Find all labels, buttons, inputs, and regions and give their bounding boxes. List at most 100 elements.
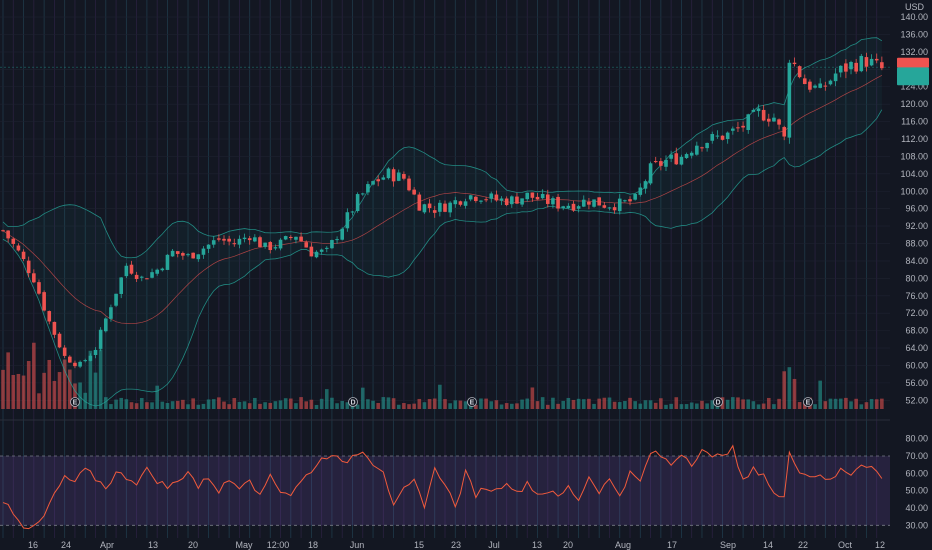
volume-bar [684,404,689,409]
time-tick-label: Oct [838,540,853,550]
candle-body [761,109,766,121]
volume-bar [247,403,252,409]
candle-body [16,245,21,251]
volume-bar [6,352,10,409]
candle-body [206,244,211,249]
price-axis[interactable]: 140.00136.00132.00128.00124.00120.00116.… [890,0,932,420]
volume-bar [412,403,416,409]
candle-body [402,174,406,179]
candle-body [360,193,365,195]
price-tick-label: 100.00 [900,186,928,196]
time-tick-label: 14 [763,540,773,550]
candle-body [489,193,494,199]
volume-bar [134,403,139,409]
candle-body [617,198,622,212]
event-marker-e [803,397,813,407]
candle-body [319,249,324,252]
candle-body [432,210,437,213]
candle-body [26,260,31,274]
volume-bar [26,360,31,409]
candle-body [294,236,298,240]
volume-bar [854,398,858,409]
volume-bar [633,401,637,409]
candle-body [746,114,751,130]
volume-bar [170,401,175,409]
candle-body [324,247,329,249]
volume-bar [201,403,206,409]
volume-bar [695,403,699,409]
candle-body [448,202,452,213]
volume-bar [83,392,88,409]
volume-bar [756,404,761,409]
candle-body [869,58,874,66]
rsi-axis[interactable]: 80.00 70.00 60.00 50.00 40.00 30.00 [890,420,932,540]
volume-bar [407,404,411,409]
candle-body [371,181,375,185]
volume-bar [181,399,185,409]
candle-body [186,254,190,256]
volume-bar [355,404,360,409]
candle-body [494,194,499,201]
candle-body [222,238,226,241]
volume-bar [396,404,401,409]
time-axis[interactable]: 16 24 Apr 13 20 May 12:00 18 Jun 15 23 Jul 13 20 Aug 17… [0,538,932,550]
candle-body [57,333,62,348]
candle-body [407,178,411,191]
volume-bar [823,401,828,409]
volume-bar [880,398,884,409]
candle-body [175,251,180,254]
candle-body [576,206,581,209]
candle-body [597,197,601,206]
candle-body [391,169,396,182]
candle-body [289,237,293,239]
volume-bar [751,401,756,409]
volume-bar [68,369,72,409]
volume-bar [515,403,519,409]
price-tick-label: 80.00 [905,273,928,283]
candle-body [592,199,596,207]
volume-bar [818,380,822,409]
volume-bar [679,404,684,409]
candle-body [777,119,781,125]
time-tick-label: 20 [563,540,573,550]
time-tick-label: 13 [148,540,158,550]
candle-body [602,205,607,208]
candle-body [664,159,668,167]
volume-bar [797,402,802,409]
candle-body [109,307,113,319]
volume-bar [700,400,704,409]
price-tick-label: 108.00 [900,151,928,161]
candle-body [83,360,88,362]
time-tick-label: 23 [451,540,461,550]
candle-body [355,194,360,212]
time-tick-label: May [235,540,253,550]
volume-bar [849,401,853,409]
volume-bar [617,402,622,409]
candle-body [499,198,504,201]
candle-body [510,196,514,205]
volume-bar [623,400,627,409]
volume-bar [453,400,458,409]
candle-body [530,192,535,198]
volume-bar [710,400,715,409]
volume-bar [571,399,576,409]
price-badge [897,57,929,68]
volume-bar [283,398,288,409]
price-tick-label: 112.00 [901,134,928,144]
time-tick-label: 18 [308,540,318,550]
volume-bar [11,375,16,409]
volume-bar [16,373,21,409]
candle-body [196,254,201,260]
candle-body [556,196,560,209]
band-fill [3,37,882,407]
price-tick-label: 64.00 [905,343,928,353]
candle-body [797,66,802,78]
volume-bar [196,404,201,409]
volume-bar [581,399,586,409]
candle-body [833,73,838,82]
volume-bar [484,398,488,409]
volume-bar [160,401,165,409]
